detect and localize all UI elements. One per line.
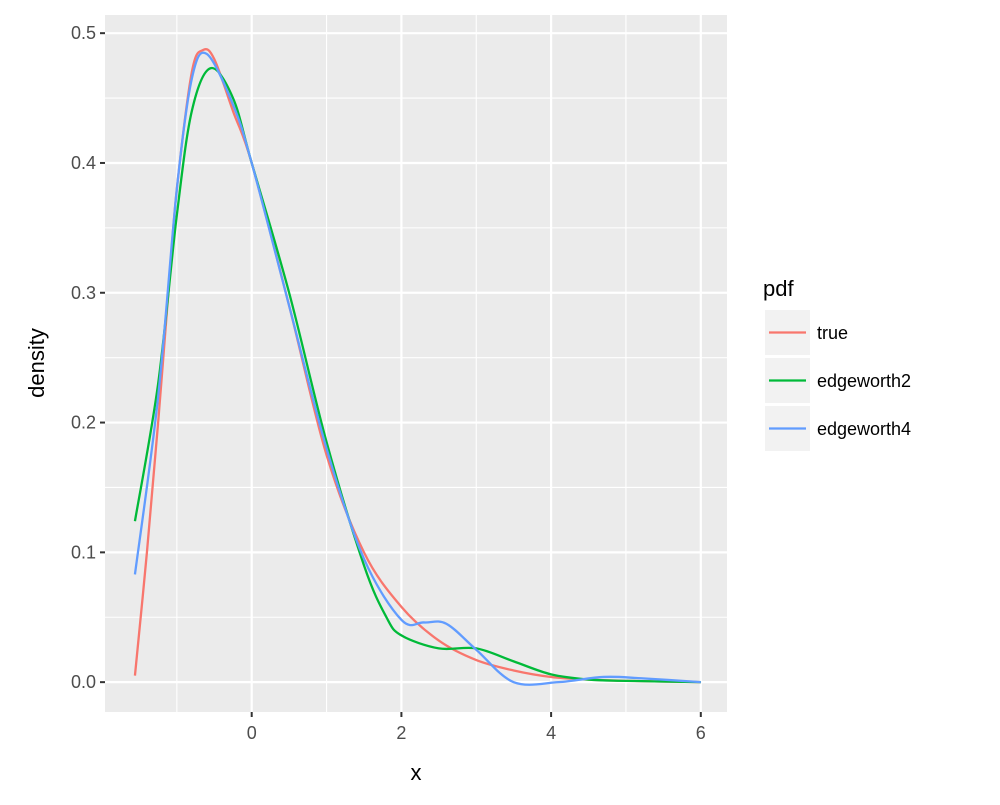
y-tick-label: 0.0 (71, 672, 96, 692)
x-axis-label: x (411, 760, 422, 785)
series-line-edgeworth4 (133, 51, 701, 686)
x-tick-label: 0 (247, 723, 257, 743)
x-tick-label: 4 (546, 723, 556, 743)
legend-title: pdf (763, 276, 794, 301)
legend-label: true (817, 323, 848, 343)
legend: pdf true edgeworth2 edgeworth4 (763, 276, 911, 451)
y-tick-label: 0.4 (71, 153, 96, 173)
y-tick-label: 0.1 (71, 542, 96, 562)
legend-label: edgeworth4 (817, 419, 911, 439)
series-line-edgeworth2 (133, 67, 701, 684)
plot-panel (105, 15, 727, 712)
y-tick-label: 0.3 (71, 283, 96, 303)
x-tick-label: 2 (396, 723, 406, 743)
legend-label: edgeworth2 (817, 371, 911, 391)
y-axis-label: density (24, 328, 49, 398)
y-tick-label: 0.2 (71, 413, 96, 433)
x-tick-label: 6 (696, 723, 706, 743)
y-tick-label: 0.5 (71, 23, 96, 43)
